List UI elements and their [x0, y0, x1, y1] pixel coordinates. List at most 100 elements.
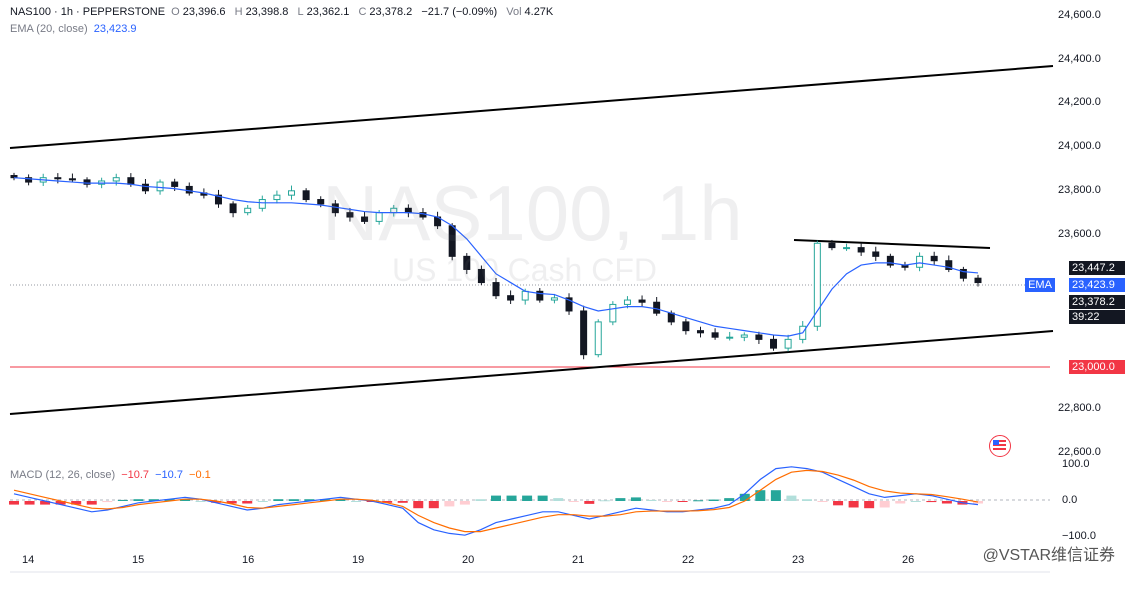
- candle[interactable]: [521, 290, 529, 301]
- candle[interactable]: [653, 301, 661, 314]
- macd-histogram-bar: [677, 501, 688, 502]
- candle[interactable]: [141, 183, 149, 192]
- watermark-symbol-name: NAS100: [322, 169, 613, 257]
- candle[interactable]: [755, 334, 763, 340]
- candle[interactable]: [857, 247, 865, 253]
- macd-histogram-bar: [428, 501, 439, 509]
- candle[interactable]: [872, 251, 880, 257]
- candle[interactable]: [171, 181, 179, 187]
- candle[interactable]: [273, 194, 281, 201]
- price-axis-label: 24,000.0: [1058, 140, 1101, 153]
- candle[interactable]: [843, 247, 851, 250]
- macd-histogram-bar: [973, 501, 983, 504]
- candle[interactable]: [317, 199, 325, 205]
- candle[interactable]: [536, 290, 544, 301]
- macd-histogram-bar: [506, 495, 517, 501]
- close-value: 23,378.2: [369, 6, 413, 18]
- macd-histogram-bar: [708, 499, 719, 501]
- candle[interactable]: [463, 255, 471, 270]
- macd-histogram-bar: [86, 501, 97, 505]
- macd-histogram-bar: [755, 490, 766, 501]
- countdown-tag: 39:22: [1069, 310, 1125, 324]
- candle[interactable]: [156, 181, 164, 192]
- ema-legend[interactable]: EMA (20, close) 23,423.9: [10, 23, 140, 35]
- candle[interactable]: [331, 203, 339, 214]
- macd-histogram-bar: [833, 501, 844, 506]
- candle[interactable]: [492, 282, 500, 297]
- signal-line[interactable]: [13, 469, 979, 533]
- lower-channel-line[interactable]: [9, 330, 1054, 415]
- macd-histogram-bar: [9, 501, 19, 505]
- level-price-tag: 23,000.0: [1069, 360, 1125, 374]
- macd-histogram-bar: [864, 501, 875, 509]
- candle[interactable]: [302, 190, 310, 201]
- macd-histogram-bar: [24, 501, 35, 505]
- us-flag-icon[interactable]: [989, 435, 1011, 457]
- candle[interactable]: [361, 216, 369, 222]
- candle[interactable]: [54, 177, 62, 180]
- candle[interactable]: [828, 242, 836, 249]
- ema-line[interactable]: [13, 177, 979, 337]
- candle[interactable]: [813, 242, 821, 327]
- volume-value: 4.27K: [524, 6, 554, 18]
- candle[interactable]: [916, 255, 924, 268]
- macd-histogram-bar: [397, 501, 408, 503]
- candle[interactable]: [477, 268, 485, 284]
- candle[interactable]: [112, 177, 120, 182]
- candle[interactable]: [930, 255, 938, 262]
- candle[interactable]: [68, 178, 76, 181]
- candle[interactable]: [550, 297, 558, 301]
- candle[interactable]: [346, 212, 354, 218]
- macd-histogram-bar: [304, 499, 315, 501]
- change-value: −21.7 (−0.09%): [421, 6, 498, 18]
- time-axis-label: 23: [792, 554, 805, 566]
- candle[interactable]: [784, 338, 792, 349]
- candle[interactable]: [83, 179, 91, 185]
- watermark-symbol: NAS100, 1h: [322, 169, 743, 257]
- macd-histogram-bar: [288, 499, 299, 501]
- macd-axis-label: 100.0: [1062, 458, 1090, 470]
- candle[interactable]: [945, 260, 953, 270]
- candle[interactable]: [696, 330, 704, 334]
- candle[interactable]: [229, 203, 237, 214]
- candle[interactable]: [594, 321, 602, 356]
- candle[interactable]: [127, 177, 135, 185]
- candle[interactable]: [565, 297, 573, 312]
- candle[interactable]: [740, 334, 748, 338]
- macd-histogram-bar: [475, 499, 486, 501]
- candle[interactable]: [770, 338, 778, 349]
- macd-legend[interactable]: MACD (12, 26, close) −10.7 −10.7 −0.1: [10, 469, 214, 481]
- macd-histogram-bar: [662, 501, 673, 502]
- candle[interactable]: [711, 332, 719, 338]
- candle[interactable]: [623, 299, 631, 305]
- candle[interactable]: [682, 321, 690, 332]
- open-label: O: [171, 6, 180, 18]
- candle[interactable]: [25, 177, 33, 183]
- symbol-title[interactable]: NAS100 · 1h · PEPPERSTONE: [10, 6, 166, 18]
- resistance-trendline[interactable]: [793, 239, 991, 249]
- candle[interactable]: [507, 295, 515, 301]
- candle[interactable]: [886, 255, 894, 266]
- candle[interactable]: [974, 277, 982, 284]
- time-axis-label: 22: [682, 554, 695, 566]
- upper-channel-line[interactable]: [9, 65, 1054, 149]
- open-value: 23,396.6: [182, 6, 226, 18]
- candle[interactable]: [667, 312, 675, 323]
- candle[interactable]: [185, 185, 193, 194]
- macd-histogram-bar: [895, 501, 906, 504]
- close-label: C: [358, 6, 367, 18]
- candle[interactable]: [214, 194, 222, 205]
- candle[interactable]: [959, 268, 967, 279]
- candle[interactable]: [244, 207, 252, 214]
- candle[interactable]: [638, 299, 646, 303]
- candle[interactable]: [258, 199, 266, 209]
- price-axis-label: 24,200.0: [1058, 96, 1101, 109]
- time-axis-label: 16: [242, 554, 255, 566]
- candle[interactable]: [288, 190, 296, 196]
- candle[interactable]: [726, 336, 734, 339]
- candle[interactable]: [609, 303, 617, 323]
- macd-histogram-bar: [351, 501, 362, 502]
- candle[interactable]: [580, 310, 588, 356]
- macd-histogram-bar: [226, 501, 237, 504]
